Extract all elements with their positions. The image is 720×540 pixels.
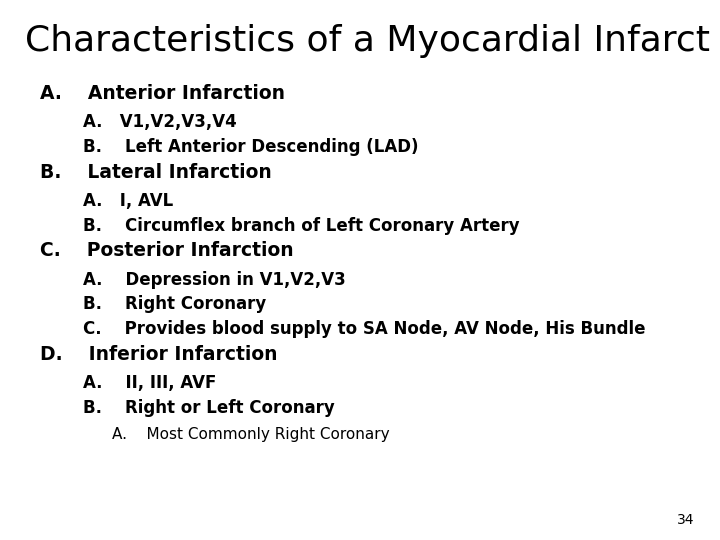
Text: A.    Anterior Infarction: A. Anterior Infarction bbox=[40, 84, 284, 103]
Text: B.    Left Anterior Descending (LAD): B. Left Anterior Descending (LAD) bbox=[83, 138, 418, 156]
Text: B.    Circumflex branch of Left Coronary Artery: B. Circumflex branch of Left Coronary Ar… bbox=[83, 217, 519, 234]
Text: 34: 34 bbox=[678, 512, 695, 526]
Text: C.    Provides blood supply to SA Node, AV Node, His Bundle: C. Provides blood supply to SA Node, AV … bbox=[83, 320, 645, 338]
Text: A.   V1,V2,V3,V4: A. V1,V2,V3,V4 bbox=[83, 113, 237, 131]
Text: B.    Right Coronary: B. Right Coronary bbox=[83, 295, 266, 313]
Text: D.    Inferior Infarction: D. Inferior Infarction bbox=[40, 345, 277, 364]
Text: A.    Most Commonly Right Coronary: A. Most Commonly Right Coronary bbox=[112, 427, 390, 442]
Text: C.    Posterior Infarction: C. Posterior Infarction bbox=[40, 241, 293, 260]
Text: A.    II, III, AVF: A. II, III, AVF bbox=[83, 374, 216, 392]
Text: B.    Lateral Infarction: B. Lateral Infarction bbox=[40, 163, 271, 182]
Text: A.   I, AVL: A. I, AVL bbox=[83, 192, 173, 210]
Text: B.    Right or Left Coronary: B. Right or Left Coronary bbox=[83, 399, 335, 417]
Text: Characteristics of a Myocardial Infarct: Characteristics of a Myocardial Infarct bbox=[25, 24, 710, 58]
Text: A.    Depression in V1,V2,V3: A. Depression in V1,V2,V3 bbox=[83, 271, 346, 288]
